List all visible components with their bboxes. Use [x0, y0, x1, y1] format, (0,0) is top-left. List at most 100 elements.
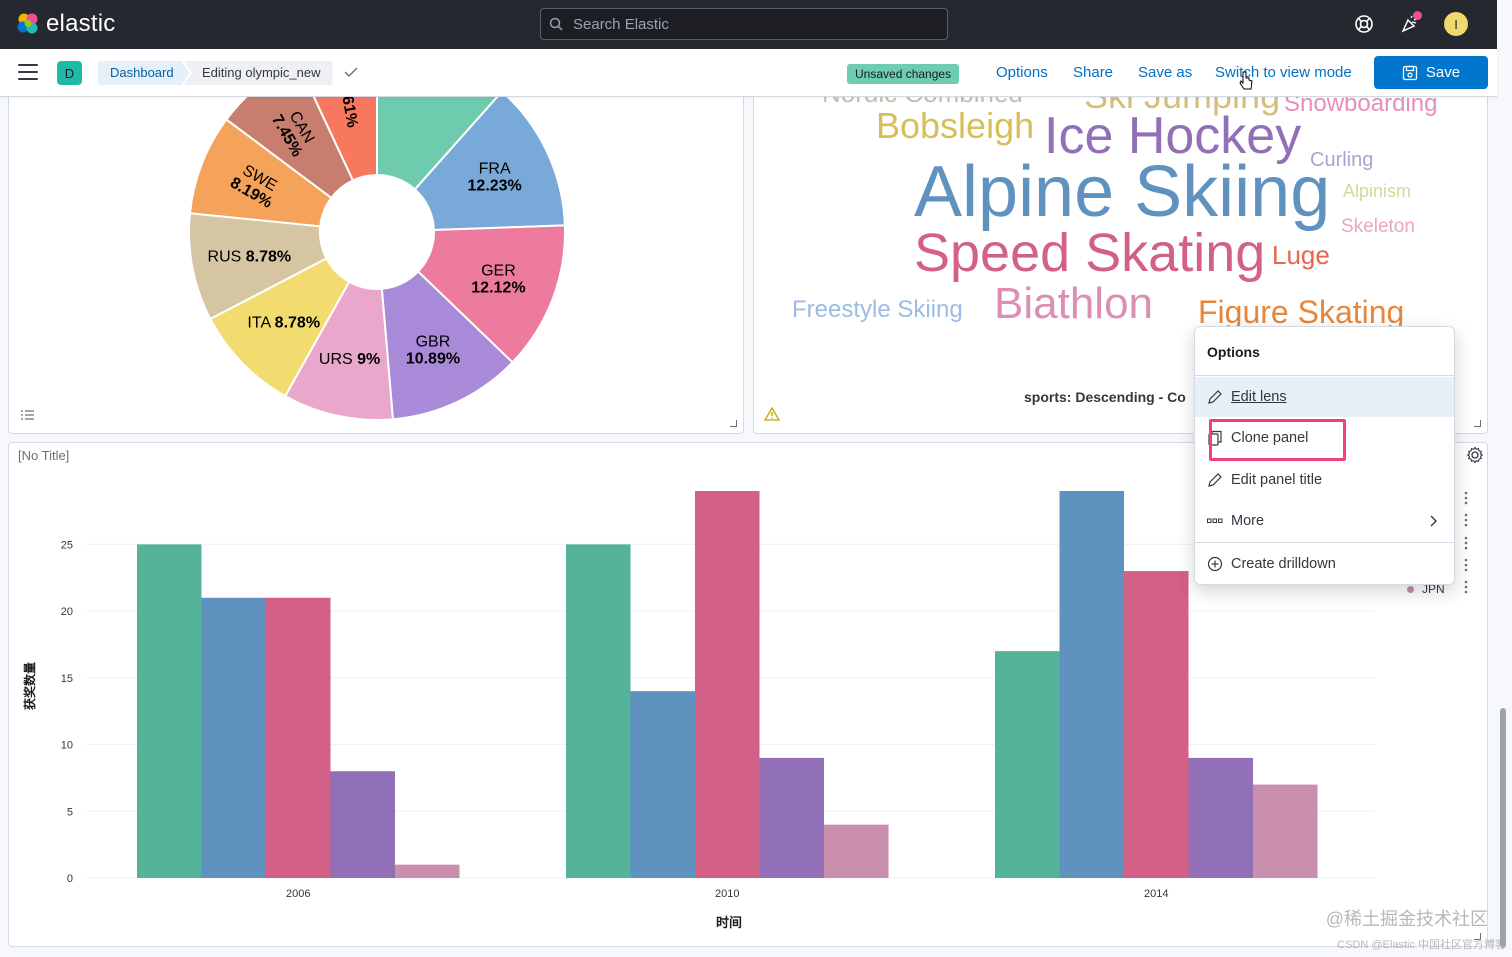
word-cloud-caption: sports: Descending - Co	[1024, 389, 1186, 405]
pie-slice[interactable]	[413, 92, 566, 232]
bar-series-4-2014[interactable]	[1188, 757, 1254, 878]
word-speed-skating: Speed Skating	[914, 223, 1266, 283]
word-skeleton: Skeleton	[1341, 216, 1415, 237]
save-button[interactable]: Save	[1374, 56, 1488, 89]
word-snowboarding: Snowboarding	[1284, 92, 1438, 117]
more-dots-icon	[1207, 518, 1223, 523]
hamburger-menu-icon[interactable]	[18, 64, 38, 82]
panel-options-menu: Options Edit lens Clone panel Edit panel…	[1194, 326, 1455, 585]
switch-view-mode-link[interactable]: Switch to view mode	[1215, 64, 1352, 81]
pie-slice[interactable]	[297, 92, 378, 182]
unsaved-changes-badge: Unsaved changes	[847, 64, 960, 84]
bar-series-3-2010[interactable]	[695, 491, 760, 878]
bar-series-1-2010[interactable]	[566, 544, 631, 878]
pie-slice-label: URS 9%	[319, 351, 380, 368]
legend-item-menu-icon[interactable]	[1462, 491, 1470, 505]
pie-label-text: RUS 8.78%	[208, 249, 292, 266]
x-tick-label: 2006	[286, 888, 310, 900]
pie-label-pct: 9%	[357, 351, 380, 368]
bar-series-4-2006[interactable]	[330, 771, 396, 878]
bar-series-1-2006[interactable]	[137, 544, 202, 878]
bar-series-2-2006[interactable]	[201, 597, 267, 878]
share-link[interactable]: Share	[1073, 64, 1114, 81]
bar-JPN-2010[interactable]	[824, 824, 889, 878]
menu-item-more[interactable]: More	[1195, 501, 1454, 541]
menu-item-clone-panel[interactable]: Clone panel	[1195, 418, 1454, 458]
menu-item-label: Edit lens	[1231, 389, 1287, 405]
legend-item-menu-icon[interactable]	[1462, 580, 1470, 594]
panel-options-gear-icon[interactable]	[1466, 446, 1484, 464]
pie-label-pct: 8.78%	[246, 249, 291, 266]
pie-label-text: URS 9%	[319, 351, 380, 368]
pencil-icon	[1208, 473, 1222, 487]
bar-series-3-2014[interactable]	[1124, 571, 1189, 878]
pie-chart: CAN7.45%6.61%FRA12.23%GER12.12%GBR10.89%…	[188, 92, 566, 421]
resize-handle[interactable]	[1474, 933, 1481, 940]
pie-slice-label: ITA 8.78%	[247, 315, 320, 332]
pie-label-pct: 10.89%	[406, 350, 460, 367]
menu-title: Options	[1207, 344, 1260, 360]
help-button[interactable]	[1351, 11, 1377, 37]
user-menu-button[interactable]: I	[1443, 11, 1469, 37]
pie-slice[interactable]	[224, 92, 355, 200]
pie-slice[interactable]	[376, 92, 503, 191]
legend-item-menu-icon[interactable]	[1462, 513, 1470, 527]
legend-item-jpn[interactable]: JPN	[1407, 582, 1445, 596]
y-axis-title: 获奖数量	[22, 662, 37, 711]
avatar: I	[1444, 12, 1468, 36]
search-bar[interactable]	[540, 8, 948, 40]
legend-swatch	[1407, 585, 1414, 593]
bar-series-2-2010[interactable]	[630, 691, 696, 878]
legend-item-menu-icon[interactable]	[1462, 558, 1470, 572]
word-alpine-skiing: Alpine Skiing	[914, 152, 1331, 232]
menu-item-create-drilldown[interactable]: Create drilldown	[1195, 544, 1454, 584]
x-axis-title: 时间	[716, 915, 742, 931]
breadcrumb-dashboard[interactable]: Dashboard	[98, 61, 190, 85]
legend-item-menu-icon[interactable]	[1462, 536, 1470, 550]
chevron-right-icon	[1430, 515, 1437, 527]
watermark: @稀土掘金技术社区	[1325, 909, 1488, 929]
pie-slice[interactable]	[416, 224, 566, 364]
resize-handle[interactable]	[730, 420, 737, 427]
bar-series-4-2010[interactable]	[759, 757, 825, 878]
panel-title: [No Title]	[18, 448, 70, 463]
pie-label-country: URS	[319, 351, 357, 368]
pointer-cursor-icon	[1239, 71, 1253, 90]
word-luge: Luge	[1272, 240, 1330, 270]
options-link[interactable]: Options	[996, 64, 1048, 81]
search-input[interactable]	[573, 15, 933, 33]
bar-JPN-2014[interactable]	[1253, 784, 1318, 878]
x-tick-label: 2010	[715, 888, 739, 900]
logo-text: elastic	[46, 10, 116, 37]
space-avatar[interactable]: D	[57, 61, 82, 85]
warning-icon[interactable]	[764, 407, 780, 421]
y-tick-label: 10	[61, 740, 73, 752]
resize-handle[interactable]	[1474, 420, 1481, 427]
bar-series-1-2014[interactable]	[995, 651, 1060, 878]
elastic-logo[interactable]: elastic	[16, 10, 115, 38]
save-as-link[interactable]: Save as	[1138, 64, 1193, 81]
news-button[interactable]	[1397, 11, 1423, 37]
bar-series-3-2006[interactable]	[266, 597, 331, 878]
menu-item-edit-lens[interactable]: Edit lens	[1195, 377, 1454, 417]
pie-chart-panel[interactable]: CAN 7.45% 6.61% FRA 12.23% GER 12.12% GBR 10.89%…	[8, 92, 744, 434]
watermark-sub: CSDN @Elastic 中国社区官方博客	[1337, 939, 1506, 951]
y-tick-label: 25	[61, 539, 73, 551]
page-scrollbar[interactable]	[1500, 708, 1506, 948]
dashboard-toolbar: D Dashboard Editing olympic_new Unsaved …	[0, 49, 1497, 97]
pie-slice[interactable]	[188, 118, 333, 228]
legend-toggle-icon[interactable]	[21, 409, 35, 421]
pie-label-country: GER	[481, 262, 516, 279]
bar-JPN-2006[interactable]	[395, 864, 460, 878]
menu-item-edit-panel-title[interactable]: Edit panel title	[1195, 460, 1454, 500]
search-icon	[549, 17, 563, 31]
legend-label: JPN	[1422, 582, 1445, 596]
menu-divider	[1195, 375, 1454, 376]
y-tick-label: 20	[61, 606, 73, 618]
bar-series-2-2014[interactable]	[1059, 491, 1125, 878]
pencil-icon	[1208, 390, 1222, 404]
pie-slice[interactable]	[380, 270, 514, 421]
